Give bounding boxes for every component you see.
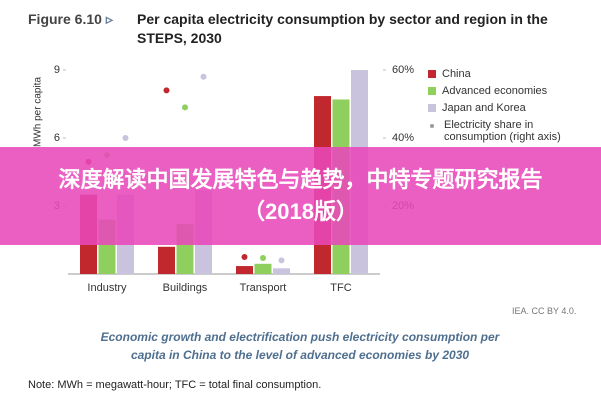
bar <box>158 246 175 274</box>
y-tick-label: 9 <box>54 64 60 76</box>
bar <box>254 263 272 274</box>
share-dot <box>200 73 207 80</box>
legend-label: China <box>442 68 471 80</box>
share-dot <box>338 141 344 148</box>
share-dot <box>278 257 285 264</box>
x-tick-label: Industry <box>87 282 127 294</box>
share-dot <box>122 135 129 141</box>
share-dot <box>182 104 188 111</box>
figure-number: Figure 6.10 <box>28 11 102 27</box>
y-axis-label: MWh per capita <box>33 77 44 147</box>
share-dot <box>241 254 248 260</box>
banner: 深度解读中国发展特色与趋势，中特专题研究报告（2018版） <box>0 147 601 245</box>
x-tick-label: Buildings <box>163 282 208 294</box>
legend-swatch <box>428 87 436 95</box>
legend-label: Japan and Korea <box>442 102 526 114</box>
y2-tick-label: 60% <box>392 64 414 76</box>
legend-item: Japan and Korea <box>428 102 588 114</box>
legend-swatch <box>430 124 434 128</box>
share-dot <box>163 87 170 94</box>
legend-label: Advanced economies <box>442 85 548 97</box>
legend-swatch <box>428 70 436 78</box>
x-tick-label: Transport <box>240 282 287 294</box>
legend-swatch <box>428 104 436 112</box>
note: Note: MWh = megawatt-hour; TFC = total f… <box>28 379 322 391</box>
legend-label: Electricity share in consumption (right … <box>444 119 561 143</box>
legend-item: China <box>428 68 588 80</box>
y-tick-label: 6 <box>54 132 60 144</box>
y2-tick-label: 40% <box>392 132 414 144</box>
source: IEA. CC BY 4.0. <box>512 306 577 316</box>
chart-title: Per capita electricity consumption by se… <box>137 11 548 46</box>
legend: China Advanced economies Japan and Korea El… <box>428 68 588 148</box>
bar <box>273 268 290 274</box>
legend-item: Advanced economies <box>428 85 588 97</box>
arrow: ▹ <box>105 11 113 27</box>
figure-label: Figure 6.10 ▹ <box>28 11 113 28</box>
bar <box>236 266 253 274</box>
x-tick-label: TFC <box>330 282 351 294</box>
share-dot <box>260 255 266 262</box>
caption: Economic growth and electrification push… <box>100 330 500 362</box>
legend-item: Electricity share in consumption (right … <box>428 119 588 143</box>
